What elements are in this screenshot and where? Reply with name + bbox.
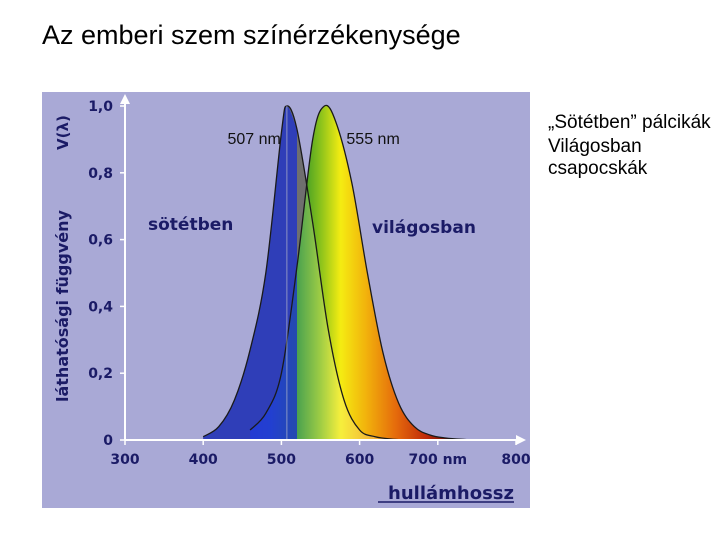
y-axis-symbol: V(λ)	[54, 115, 72, 150]
note-rods: „Sötétben” pálcikák	[548, 112, 711, 133]
scotopic-peak-label: 507 nm	[227, 131, 280, 148]
y-tick-label: 0,6	[88, 233, 113, 249]
x-tick-label: 400	[189, 452, 218, 468]
x-axis-arrow	[516, 435, 526, 445]
side-notes: „Sötétben” pálcikák Világosban csapocská…	[548, 112, 718, 182]
y-tick-label: 0	[103, 433, 113, 449]
y-tick-label: 1,0	[88, 99, 113, 115]
x-tick-label: 600	[345, 452, 374, 468]
y-tick-label: 0,8	[88, 166, 113, 182]
x-tick-label: 500	[267, 452, 296, 468]
scotopic-curve	[202, 105, 407, 441]
x-tick-label: 300	[110, 452, 139, 468]
sensitivity-chart: 300 400 500 600 700 nm 800 0 0,2 0,4 0,6 0,8 1,0 50…	[42, 92, 530, 508]
y-axis-arrow	[120, 94, 130, 104]
note-cones: Világosban csapocskák	[548, 136, 648, 179]
scotopic-series-label: sötétben	[148, 215, 233, 235]
photopic-curve	[249, 104, 477, 441]
slide-title: Az emberi szem színérzékenysége	[42, 20, 461, 50]
photopic-series-label: világosban	[372, 218, 476, 238]
scotopic-blue-area	[203, 105, 297, 440]
chart-svg: 300 400 500 600 700 nm 800 0 0,2 0,4 0,6 0,8 1,0 50…	[42, 92, 530, 508]
x-tick-label: 800	[501, 452, 530, 468]
x-tick-label: 700 nm	[408, 452, 467, 468]
photopic-peak-label: 555 nm	[346, 131, 399, 148]
x-axis-title: hullámhossz	[388, 483, 514, 504]
y-tick-label: 0,2	[88, 366, 113, 382]
y-axis-title: láthatósági függvény	[53, 209, 72, 402]
y-tick-label: 0,4	[88, 299, 113, 315]
